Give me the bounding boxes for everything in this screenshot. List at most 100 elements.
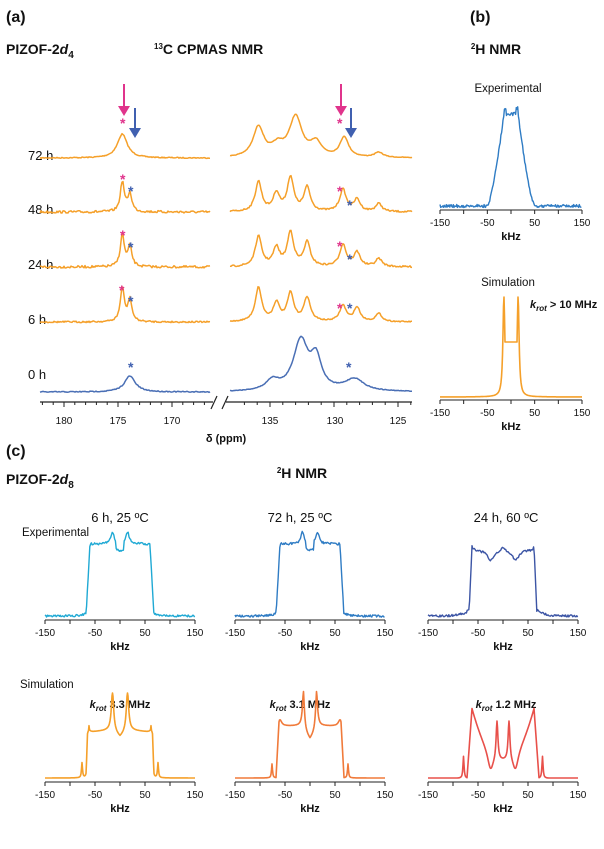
spectrum-left-24h — [39, 232, 211, 269]
panel-c-col3-simulation-spectrum — [427, 707, 579, 779]
arrow-navy-right — [345, 108, 357, 138]
panel-a-xlabel: δ (ppm) — [206, 433, 247, 445]
panel-c-col1-sim-tick-label: -150 — [35, 790, 55, 801]
panel-b-simulation-label: Simulation — [481, 277, 535, 289]
panel-c-col1-exp-tick-label: 150 — [187, 628, 204, 639]
panel-b-label: (b) — [470, 9, 490, 26]
trace-label-72h: 72 h — [28, 148, 53, 163]
panel-b-sim-xlabel: kHz — [501, 421, 521, 433]
panel-c-col1-sim-tick-label: 50 — [139, 790, 151, 801]
panel-c-sample: PIZOF-2d8 — [6, 471, 74, 491]
panel-c-col2-sim-tick-label: 50 — [329, 790, 341, 801]
panel-c-col2-krot: krot 3.1 MHz — [270, 699, 331, 713]
panel-b-exp-tick-label: -50 — [480, 218, 495, 229]
peak-markers: * * * * * * * * * * * * * * * * — [119, 115, 353, 375]
panel-c-experimental-label: Experimental — [22, 527, 89, 539]
tick-125: 125 — [390, 416, 407, 427]
panel-a-spectra — [39, 113, 413, 394]
panel-a-axis: 180 175 170 135 130 125 δ (ppm) — [40, 395, 412, 445]
star-72h-right: * — [337, 115, 343, 131]
star-24h-right-a: * — [337, 238, 343, 254]
spectrum-left-72h — [39, 132, 210, 160]
panel-a-technique: 13C CPMAS NMR — [154, 41, 263, 57]
star-6h-right-a: * — [337, 300, 343, 316]
spectrum-right-72h — [229, 113, 413, 159]
trace-label-6h: 6 h — [28, 312, 46, 327]
arrow-magenta-left — [118, 84, 130, 116]
star-48h-left-b: * — [128, 183, 134, 199]
panel-c-col2-exp-tick-label: 50 — [329, 628, 341, 639]
star-24h-right-b: * — [347, 251, 353, 267]
panel-a-label: (a) — [6, 9, 26, 26]
panel-b-sim-tick-label: 150 — [574, 408, 591, 419]
star-6h-left-a: * — [119, 282, 125, 298]
panel-c-col2-exp-tick-label: -150 — [225, 628, 245, 639]
star-24h-left-b: * — [128, 239, 134, 255]
tick-130: 130 — [327, 416, 344, 427]
panel-c-col3-sim-tick-label: -50 — [471, 790, 486, 801]
panel-c-col1-exp-tick-label: 50 — [139, 628, 151, 639]
panel-c-col3-experimental-spectrum — [427, 545, 579, 618]
panel-c-col2-simulation-spectrum — [234, 690, 386, 779]
panel-c-col3-sim-tick-label: 50 — [522, 790, 534, 801]
panel-b-experimental-spectrum — [439, 106, 582, 209]
panel-b-exp-xlabel: kHz — [501, 231, 521, 243]
arrow-magenta-right — [335, 84, 347, 116]
spectrum-right-6h — [229, 286, 412, 323]
star-6h-right-b: * — [347, 300, 353, 316]
trace-label-24h: 24 h — [28, 257, 53, 272]
panel-c-col2-exp-tick-label: -50 — [278, 628, 293, 639]
tick-175: 175 — [110, 416, 127, 427]
spectrum-left-6h — [39, 286, 211, 324]
panel-b-simulation-spectrum — [439, 296, 583, 398]
panel-b-exp-tick-label: -150 — [430, 218, 450, 229]
star-72h-left: * — [120, 115, 126, 131]
star-48h-right-b: * — [347, 197, 353, 213]
panel-c-col3-krot: krot 1.2 MHz — [476, 699, 537, 713]
panel-c-col2-sim-xlabel: kHz — [300, 803, 320, 815]
panel-c-col2-exp-tick-label: 150 — [377, 628, 394, 639]
spectrum-right-0h — [229, 335, 412, 393]
panel-c-col3-exp-tick-label: -50 — [471, 628, 486, 639]
panel-c-col1-sim-xlabel: kHz — [110, 803, 130, 815]
tick-180: 180 — [56, 416, 73, 427]
panel-c-col1-simulation-spectrum — [44, 692, 196, 779]
panel-c-col2-sim-tick-label: -150 — [225, 790, 245, 801]
star-48h-left-a: * — [120, 171, 126, 187]
panel-c-col3-sim-tick-label: -150 — [418, 790, 438, 801]
panel-c-col3-exp-tick-label: -150 — [418, 628, 438, 639]
panel-c-col1-exp-tick-label: -150 — [35, 628, 55, 639]
panel-c-col2-experimental-spectrum — [234, 530, 385, 618]
panel-b-sim-tick-label: -150 — [430, 408, 450, 419]
panel-c-col2-exp-xlabel: kHz — [300, 641, 320, 653]
spectrum-right-24h — [229, 229, 413, 269]
panel-c-col3-title: 24 h, 60 ºC — [474, 510, 539, 525]
panel-b-exp-tick-label: 50 — [529, 218, 541, 229]
panel-c-col1-exp-tick-label: -50 — [88, 628, 103, 639]
panel-c-col2-title: 72 h, 25 ºC — [268, 510, 333, 525]
panel-c-col3-sim-tick-label: 150 — [570, 790, 587, 801]
star-0h-left: * — [128, 359, 134, 375]
panel-c-simulation-label: Simulation — [20, 679, 74, 691]
panel-c-technique: 2H NMR — [277, 465, 327, 481]
panel-b-technique: 2H NMR — [471, 41, 521, 57]
panel-c-label: (c) — [6, 443, 26, 460]
panel-b-sim-tick-label: 50 — [529, 408, 541, 419]
panel-c-col1-sim-tick-label: -50 — [88, 790, 103, 801]
trace-label-48h: 48 h — [28, 202, 53, 217]
panel-c-col1-sim-tick-label: 150 — [187, 790, 204, 801]
panel-b-spectra: -150 -50 50 150 kHz -150 -50 50 150 kHz — [430, 106, 591, 433]
panel-c-col3-exp-xlabel: kHz — [493, 641, 513, 653]
star-0h-right: * — [346, 359, 352, 375]
arrow-navy-left — [129, 108, 141, 138]
panel-c-col1-exp-xlabel: kHz — [110, 641, 130, 653]
panel-c-col3-exp-tick-label: 50 — [522, 628, 534, 639]
panel-c-spectra: -150 -50 50 150 kHz -150 -50 50 150 kHz -150 -50 50 1… — [35, 530, 587, 815]
panel-c-col2-sim-tick-label: -50 — [278, 790, 293, 801]
panel-c-col3-sim-xlabel: kHz — [493, 803, 513, 815]
panel-c-col2-sim-tick-label: 150 — [377, 790, 394, 801]
panel-b-sim-tick-label: -50 — [480, 408, 495, 419]
panel-c-col1-krot: krot 3.3 MHz — [90, 699, 151, 713]
panel-c-col1-title: 6 h, 25 ºC — [91, 510, 149, 525]
